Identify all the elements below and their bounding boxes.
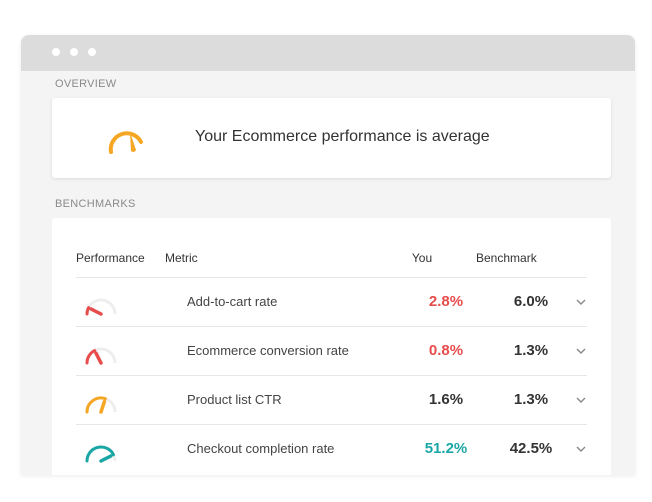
performance-gauge-icon: [85, 298, 117, 316]
overview-gauge-icon: [108, 131, 143, 154]
table-row[interactable]: Add-to-cart rate 2.8% 6.0%: [76, 277, 587, 326]
overview-message: Your Ecommerce performance is average: [195, 128, 490, 145]
overview-section-label: OVERVIEW: [55, 78, 117, 90]
window-dot-1: [52, 48, 60, 56]
benchmark-value: 1.3%: [513, 342, 549, 359]
benchmarks-card: Performance Metric You Benchmark Add-to-…: [52, 218, 611, 475]
header-you: You: [411, 251, 433, 265]
chevron-down-icon[interactable]: [574, 344, 588, 358]
window-titlebar: [21, 35, 635, 71]
benchmarks-section-label: BENCHMARKS: [55, 198, 136, 210]
header-performance: Performance: [76, 251, 145, 265]
performance-gauge-icon: [85, 396, 117, 414]
metric-name: Add-to-cart rate: [187, 294, 278, 309]
header-metric: Metric: [165, 251, 198, 265]
your-value: 0.8%: [428, 342, 464, 359]
browser-window: OVERVIEW Your Ecommerce performance is a…: [21, 35, 635, 475]
header-benchmark: Benchmark: [476, 251, 537, 265]
your-value: 51.2%: [424, 440, 468, 457]
your-value: 2.8%: [428, 293, 464, 310]
table-row[interactable]: Product list CTR 1.6% 1.3%: [76, 375, 587, 424]
metric-name: Checkout completion rate: [187, 441, 335, 456]
window-dot-3: [88, 48, 96, 56]
benchmark-value: 6.0%: [513, 293, 549, 310]
table-row[interactable]: Checkout completion rate 51.2% 42.5%: [76, 424, 587, 473]
benchmark-value: 42.5%: [509, 440, 553, 457]
metric-name: Ecommerce conversion rate: [187, 343, 349, 358]
chevron-down-icon[interactable]: [574, 393, 588, 407]
metric-name: Product list CTR: [187, 392, 282, 407]
table-row[interactable]: Ecommerce conversion rate 0.8% 1.3%: [76, 326, 587, 375]
chevron-down-icon[interactable]: [574, 442, 588, 456]
performance-gauge-icon: [85, 347, 117, 365]
window-dot-2: [70, 48, 78, 56]
performance-gauge-icon: [85, 445, 117, 463]
your-value: 1.6%: [428, 391, 464, 408]
chevron-down-icon[interactable]: [574, 295, 588, 309]
benchmark-value: 1.3%: [513, 391, 549, 408]
overview-card: Your Ecommerce performance is average: [52, 98, 611, 178]
